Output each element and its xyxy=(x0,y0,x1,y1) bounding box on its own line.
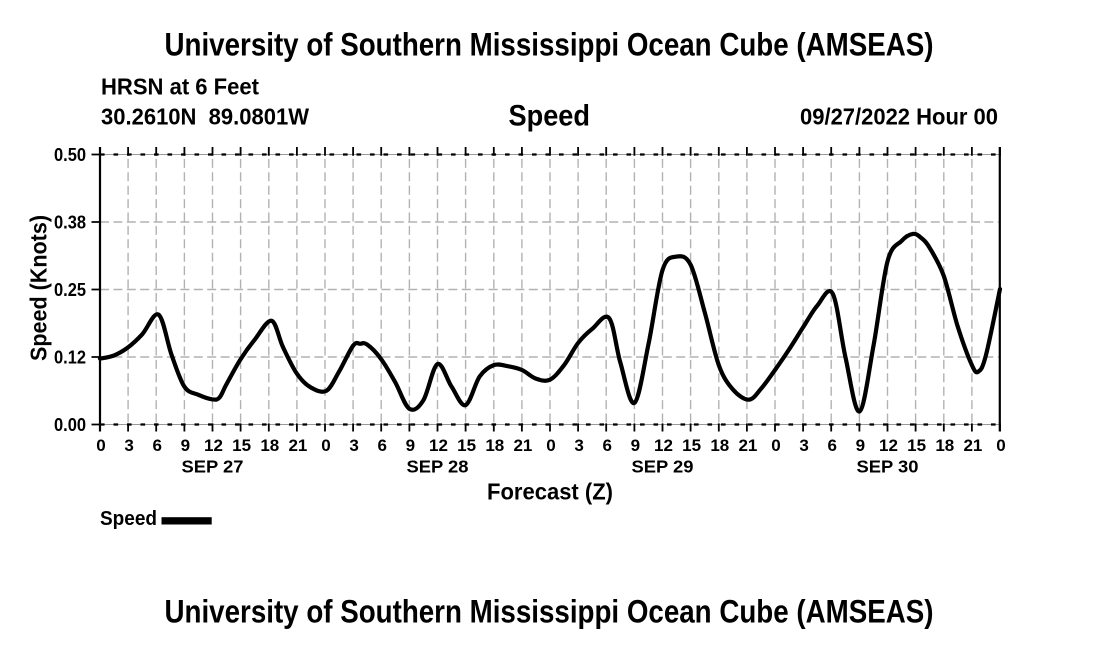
svg-text:15: 15 xyxy=(682,436,701,455)
svg-text:0: 0 xyxy=(546,436,555,455)
svg-text:18: 18 xyxy=(260,436,279,455)
svg-text:09/27/2022 Hour 00: 09/27/2022 Hour 00 xyxy=(800,104,998,130)
svg-text:0.25: 0.25 xyxy=(54,279,86,300)
svg-text:21: 21 xyxy=(738,436,757,455)
svg-text:3: 3 xyxy=(124,436,133,455)
svg-text:SEP 30: SEP 30 xyxy=(857,457,919,477)
svg-text:6: 6 xyxy=(827,436,836,455)
svg-text:12: 12 xyxy=(654,436,673,455)
svg-text:Speed (Knots): Speed (Knots) xyxy=(26,215,52,361)
svg-text:9: 9 xyxy=(856,436,865,455)
svg-text:SEP 27: SEP 27 xyxy=(182,457,244,477)
svg-text:15: 15 xyxy=(457,436,476,455)
svg-text:6: 6 xyxy=(377,436,386,455)
svg-text:21: 21 xyxy=(513,436,532,455)
svg-text:9: 9 xyxy=(406,436,415,455)
svg-text:0.38: 0.38 xyxy=(54,211,86,232)
svg-text:HRSN at 6 Feet: HRSN at 6 Feet xyxy=(101,74,259,100)
svg-text:12: 12 xyxy=(879,436,898,455)
svg-text:University of Southern Mississ: University of Southern Mississippi Ocean… xyxy=(165,594,934,630)
svg-text:6: 6 xyxy=(152,436,161,455)
svg-text:0.50: 0.50 xyxy=(54,144,86,165)
svg-text:0: 0 xyxy=(771,436,780,455)
svg-text:SEP 28: SEP 28 xyxy=(407,457,469,477)
svg-text:0: 0 xyxy=(321,436,330,455)
svg-text:30.2610N 89.0801W: 30.2610N 89.0801W xyxy=(101,104,310,130)
svg-text:18: 18 xyxy=(935,436,954,455)
svg-text:6: 6 xyxy=(602,436,611,455)
svg-text:18: 18 xyxy=(485,436,504,455)
svg-text:15: 15 xyxy=(907,436,926,455)
svg-text:0: 0 xyxy=(96,436,105,455)
svg-text:12: 12 xyxy=(204,436,223,455)
svg-text:21: 21 xyxy=(963,436,982,455)
svg-text:0.12: 0.12 xyxy=(54,346,86,367)
svg-text:SEP 29: SEP 29 xyxy=(632,457,694,477)
svg-text:Forecast (Z): Forecast (Z) xyxy=(487,479,613,505)
svg-text:18: 18 xyxy=(710,436,729,455)
svg-text:0.00: 0.00 xyxy=(54,414,86,435)
svg-text:3: 3 xyxy=(574,436,583,455)
svg-text:3: 3 xyxy=(799,436,808,455)
svg-text:Speed: Speed xyxy=(509,99,591,132)
svg-text:3: 3 xyxy=(349,436,358,455)
svg-text:12: 12 xyxy=(429,436,448,455)
svg-text:9: 9 xyxy=(181,436,190,455)
svg-text:21: 21 xyxy=(288,436,307,455)
svg-text:University of Southern Mississ: University of Southern Mississippi Ocean… xyxy=(165,27,934,63)
svg-text:15: 15 xyxy=(232,436,251,455)
svg-text:9: 9 xyxy=(631,436,640,455)
svg-text:0: 0 xyxy=(996,436,1005,455)
svg-text:Speed: Speed xyxy=(100,507,157,530)
